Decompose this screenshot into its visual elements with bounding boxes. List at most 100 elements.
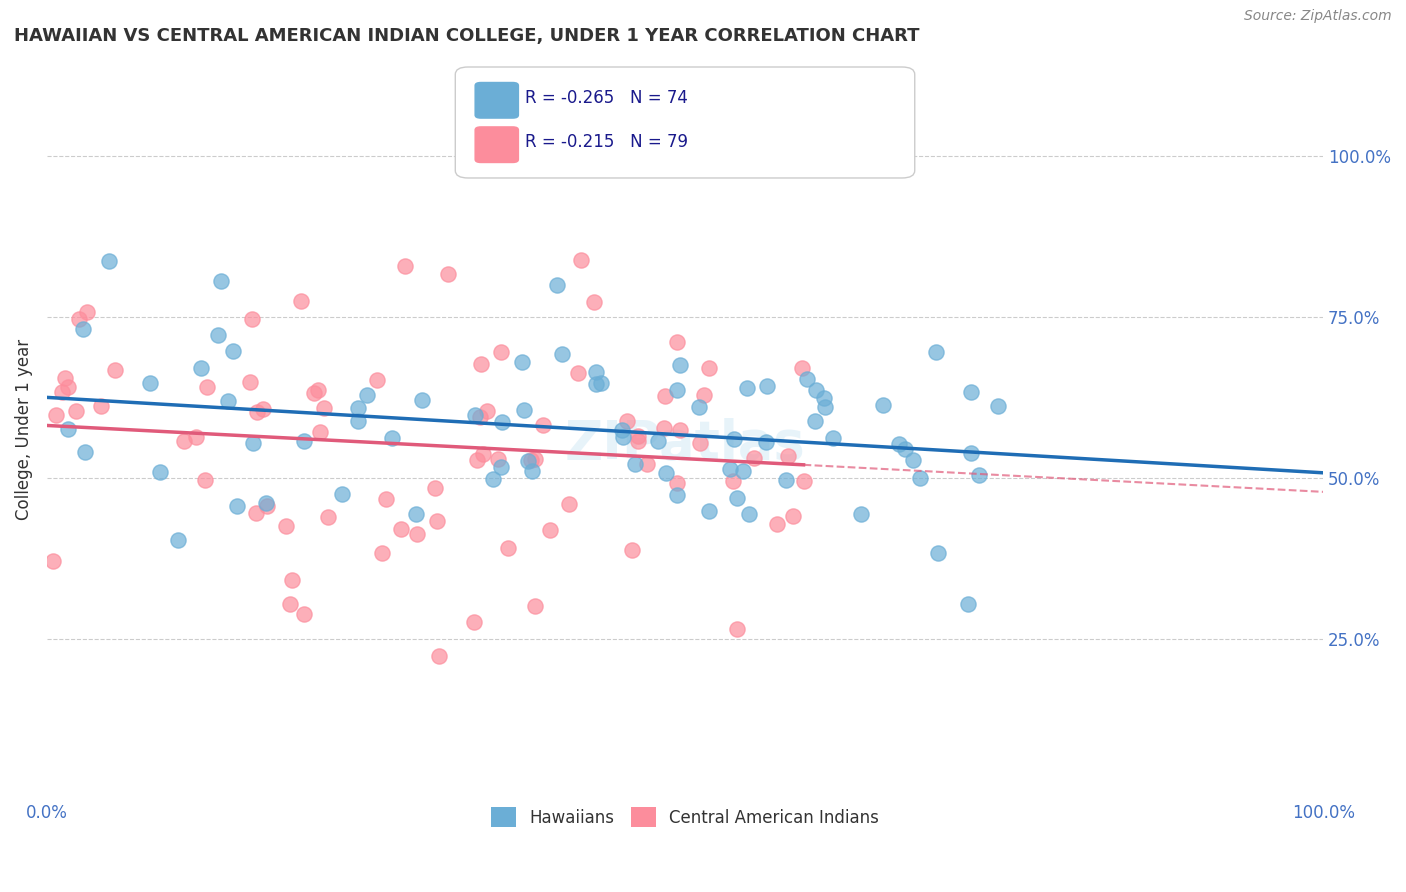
Point [612,430,634,444]
Point [627,429,650,443]
Point [73,445,96,459]
Point [405,527,427,541]
Point [240,312,263,326]
Point [723,432,745,446]
Point [207,328,229,343]
Point [491,459,513,474]
Point [167,533,190,548]
Point [463,615,485,629]
Point [437,267,460,281]
Point [616,414,638,428]
Point [585,377,607,392]
Point [738,507,761,521]
Point [464,408,486,422]
Text: Source: ZipAtlas.com: Source: ZipAtlas.com [1244,9,1392,23]
Point [45,409,67,423]
Point [688,401,710,415]
Point [956,597,979,611]
Point [669,423,692,437]
Point [245,506,267,520]
Point [405,508,427,522]
Point [226,499,249,513]
Point [647,434,669,449]
Text: HAWAIIAN VS CENTRAL AMERICAN INDIAN COLLEGE, UNDER 1 YEAR CORRELATION CHART: HAWAIIAN VS CENTRAL AMERICAN INDIAN COLL… [14,27,920,45]
Point [725,622,748,636]
Point [307,384,329,398]
Point [908,471,931,485]
Point [389,522,412,536]
Y-axis label: College, Under 1 year: College, Under 1 year [15,339,32,520]
Point [475,403,498,417]
Point [498,541,520,555]
Point [513,402,536,417]
Point [67,312,90,326]
Point [276,518,298,533]
Point [51,385,73,400]
Point [610,423,633,437]
Point [242,436,264,450]
Point [654,389,676,403]
Text: ZIPatlas: ZIPatlas [565,418,806,470]
Point [290,294,312,309]
Point [292,434,315,448]
Point [959,384,981,399]
Point [546,277,568,292]
Point [655,466,678,480]
Point [186,430,208,444]
Point [849,507,872,521]
Point [665,488,688,502]
Point [468,409,491,424]
Point [755,378,778,392]
Point [246,405,269,419]
Point [804,415,827,429]
Point [665,334,688,349]
Point [56,380,79,394]
Point [90,399,112,413]
Point [814,401,837,415]
Point [195,379,218,393]
Point [366,373,388,387]
Point [470,358,492,372]
Point [76,304,98,318]
Point [624,458,647,472]
Point [557,497,579,511]
Point [371,546,394,560]
Point [374,492,396,507]
Point [796,371,818,385]
Point [217,394,239,409]
Point [520,453,543,467]
Point [755,434,778,449]
Point [292,607,315,622]
Point [486,451,509,466]
Legend: Hawaiians, Central American Indians: Hawaiians, Central American Indians [482,798,887,836]
Point [621,543,644,558]
Point [524,451,547,466]
Point [510,355,533,369]
Point [471,447,494,461]
Point [987,399,1010,413]
Point [423,481,446,495]
Point [804,383,827,397]
Point [72,322,94,336]
Point [718,461,741,475]
Point [585,365,607,379]
Point [569,252,592,267]
Point [901,453,924,467]
FancyBboxPatch shape [456,67,915,178]
Point [666,475,689,490]
Point [254,496,277,510]
Point [256,499,278,513]
Point [821,431,844,445]
Point [813,392,835,406]
Point [591,376,613,390]
Point [531,417,554,432]
Point [252,402,274,417]
FancyBboxPatch shape [474,82,519,119]
Point [97,254,120,268]
Point [697,360,720,375]
Point [56,422,79,436]
Point [346,414,368,428]
Point [222,343,245,358]
Point [302,386,325,401]
Point [626,434,648,448]
